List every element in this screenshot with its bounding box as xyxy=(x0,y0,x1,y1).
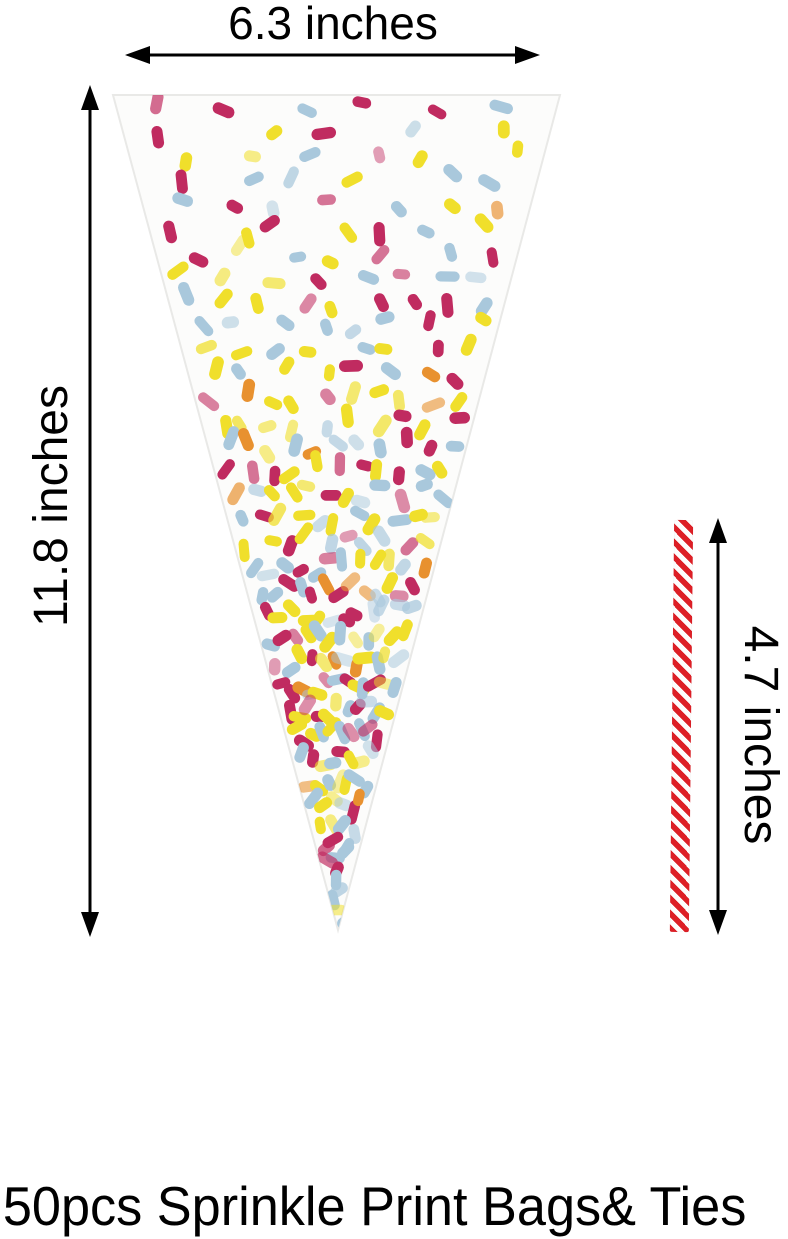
width-arrow-left-head xyxy=(125,46,150,64)
product-caption-text: 50pcs Sprinkle Print Bags& Ties xyxy=(2,1175,747,1237)
sprinkle-pattern xyxy=(150,95,524,929)
height-arrow-icon xyxy=(81,85,99,937)
tie-arrow-top-head xyxy=(709,518,727,543)
tie-arrow-icon xyxy=(709,518,727,935)
bag-width-label: 6.3 inches xyxy=(228,0,438,49)
height-arrow-top-head xyxy=(81,85,99,110)
width-arrow-right-head xyxy=(515,46,540,64)
height-arrow-bottom-head xyxy=(81,912,99,937)
bag-height-label: 11.8 inches xyxy=(25,385,78,627)
product-caption: 50pcs Sprinkle Print Bags& Ties xyxy=(0,1176,788,1236)
tie-length-label: 4.7 inches xyxy=(734,625,787,845)
tie-arrow-bottom-head xyxy=(709,910,727,935)
width-arrow-icon xyxy=(125,46,540,64)
